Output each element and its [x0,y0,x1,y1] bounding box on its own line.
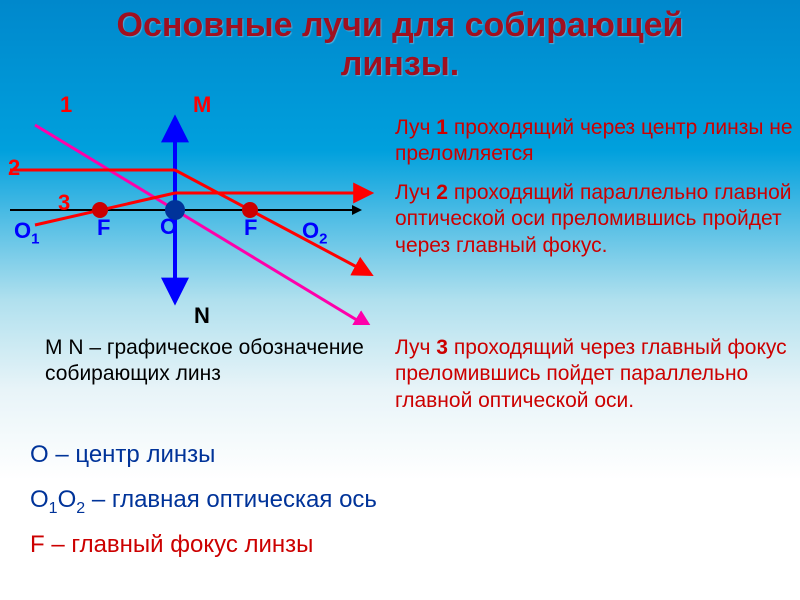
ray2-outgoing [175,170,370,274]
label-F-left: F [97,215,110,241]
ray2-text-n: 2 [436,181,448,204]
label-O1-sub: 1 [31,230,39,247]
label-O1: O1 [14,218,39,247]
slide-title: Основные лучи для собирающей линзы. [0,6,800,84]
title-line2: линзы. [341,45,459,83]
ray1-text: Луч 1 проходящий через центр линзы не пр… [395,115,795,168]
o1o2-c: – главная оптическая ось [85,486,377,513]
label-1: 1 [60,92,72,118]
ray3-text-a: Луч [395,336,436,359]
label-O2-main: O [302,218,319,243]
ray1-text-n: 1 [436,116,448,139]
o1o2-a: O [30,486,49,513]
o-center-text: O – центр линзы [30,440,370,470]
ray3-text: Луч 3 проходящий через главный фокус пре… [395,335,795,414]
o1o2-b: O [58,486,77,513]
ray3-text-n: 3 [436,336,448,359]
mn-text: M N – графическое обозначение собирающих… [45,335,385,388]
label-O2-sub: 2 [319,230,327,247]
ray2-text: Луч 2 проходящий параллельно главной опт… [395,180,795,259]
label-M: M [193,92,211,118]
ray1-text-a: Луч [395,116,436,139]
lens-diagram [0,95,380,325]
ray2-text-a: Луч [395,181,436,204]
label-F-right: F [244,215,257,241]
o1o2-text: O1O2 – главная оптическая ось [30,485,530,519]
label-3: 3 [58,190,70,216]
f-focus-text: F – главный фокус линзы [30,530,530,560]
label-2: 2 [8,155,20,181]
ray1-text-b: проходящий через центр линзы не преломля… [395,116,793,165]
label-O: O [160,214,177,240]
ray3-text-b: проходящий через главный фокус преломивш… [395,336,787,412]
title-line1: Основные лучи для собирающей [117,6,684,44]
ray2-text-b: проходящий параллельно главной оптическо… [395,181,792,257]
label-O1-main: O [14,218,31,243]
label-O2: O2 [302,218,327,247]
label-N: N [194,303,210,329]
